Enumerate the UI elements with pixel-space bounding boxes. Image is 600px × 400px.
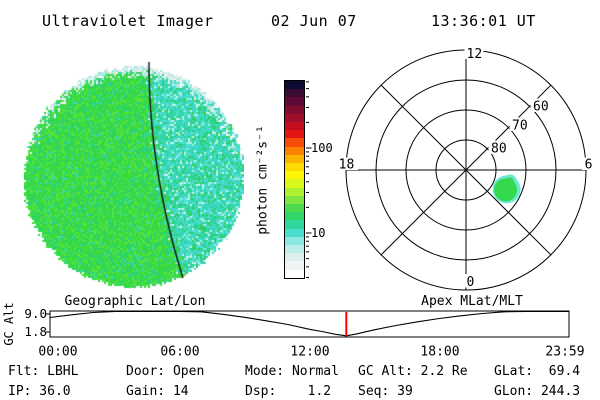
mlat-label-70: 70 — [512, 119, 528, 134]
mlt-label-12: 12 — [467, 47, 483, 62]
polar-caption: Apex MLat/MLT — [421, 294, 523, 309]
status-gain: Gain: 14 — [126, 384, 189, 399]
mlt-label-18: 18 — [339, 158, 355, 173]
mlat-label-60: 60 — [533, 100, 549, 115]
status-flt: Flt: LBHL — [8, 364, 79, 379]
colorbar-tick-label-100: 100 — [311, 141, 333, 155]
ytick-label-1.8: 1.8 — [24, 324, 47, 339]
status-mode: Mode: Normal — [245, 364, 339, 379]
colorbar-ticks — [306, 81, 312, 278]
ytick-label-9: 9.0 — [24, 306, 47, 321]
time-axis-labels: 00:00 06:00 12:00 18:00 23:59 — [38, 345, 584, 360]
disk-caption: Geographic Lat/Lon — [64, 294, 206, 309]
aurora-blob — [492, 174, 521, 204]
disk-image — [24, 58, 244, 290]
status-glon: GLon: 244.3 — [494, 384, 581, 399]
header-time: 13:36:01 UT — [431, 12, 536, 30]
xtick-label-1800: 18:00 — [420, 345, 459, 360]
polar-labels: 12 18 6 0 80 70 60 — [339, 47, 593, 290]
status-ip: IP: 36.0 — [8, 384, 71, 399]
status-dsp: Dsp: 1.2 — [245, 384, 332, 399]
strip-y-axis-label: GC Alt — [2, 302, 16, 345]
strip-chart-frame — [49, 310, 570, 338]
page-title: Ultraviolet Imager — [42, 12, 214, 30]
colorbar — [284, 80, 305, 279]
mlt-spoke-diagonal-nw — [380, 84, 552, 256]
polar-grid — [345, 49, 587, 291]
xtick-label-0600: 06:00 — [160, 345, 199, 360]
mlt-label-0: 0 — [467, 275, 475, 290]
mlat-label-80: 80 — [491, 142, 507, 157]
polar-label-masks — [335, 47, 595, 288]
colorbar-tick-label-10: 10 — [311, 226, 326, 240]
xtick-label-1200: 12:00 — [290, 345, 329, 360]
status-gc-alt: GC Alt: 2.2 Re — [358, 364, 468, 379]
mlt-label-6: 6 — [585, 158, 593, 173]
status-seq: Seq: 39 — [358, 384, 413, 399]
altitude-curve — [49, 310, 569, 337]
header-date: 02 Jun 07 — [271, 12, 357, 30]
status-glat: GLat: 69.4 — [494, 364, 581, 379]
strip-chart: 9.0 1.8 GC Alt 00:00 06:00 12:00 18:00 2… — [2, 302, 585, 359]
xtick-label-2359: 23:59 — [545, 345, 584, 360]
xtick-label-0000: 00:00 — [38, 345, 77, 360]
status-door: Door: Open — [126, 364, 205, 379]
